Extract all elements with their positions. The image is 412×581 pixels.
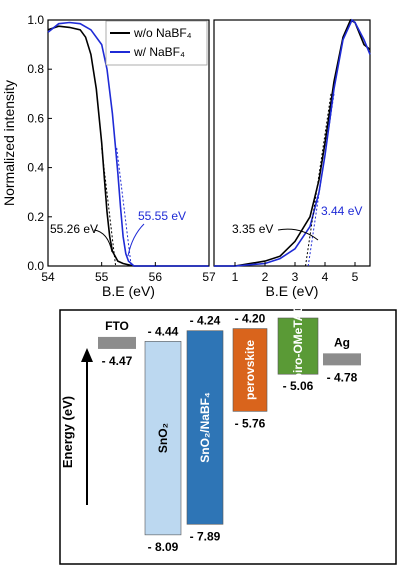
- x-tick-label: 54: [41, 270, 55, 284]
- band-bar-perovskite: [232, 328, 268, 412]
- annotation-onset-with: 3.44 eV: [321, 204, 362, 218]
- annotation-onset-without: 55.26 eV: [50, 222, 98, 236]
- annotation-onset-with: 55.55 eV: [138, 209, 186, 223]
- legend-box: [105, 20, 208, 66]
- electrode-label: Ag: [334, 335, 350, 349]
- right-plot-panel: 1 2 3 4 5 B.E (eV) 3.35 eV 3.44 eV: [213, 18, 371, 299]
- energy-axis-arrowhead: [81, 348, 93, 362]
- level-value-label: - 4.47: [102, 354, 133, 368]
- band-bar-spiro-ometad: [277, 317, 319, 375]
- y-tick-label: 0.6: [27, 111, 44, 125]
- electrode-level-fto: [98, 336, 136, 349]
- band-label: SnO₂: [156, 423, 170, 453]
- y-tick-label: 0.0: [27, 259, 44, 273]
- legend-label: w/ NaBF₄: [133, 45, 185, 59]
- annotation-arrow: [277, 228, 319, 241]
- tangent-line: [116, 147, 132, 267]
- left-plot-panel: 54 55 56 57 B.E (eV) 0.0 0.2 0.4 0.6 0.8 1.0 Normal…: [1, 13, 216, 299]
- legend: w/o NaBF₄ w/ NaBF₄: [105, 20, 208, 66]
- band-label: Spiro-OMeTAD: [291, 304, 305, 389]
- x-tick-label: 56: [149, 270, 163, 284]
- annotation-arrow: [93, 229, 113, 253]
- top-level-label: - 4.20: [235, 312, 266, 326]
- x-tick-label: 4: [322, 270, 329, 284]
- series-line-with-nabf4: [47, 21, 209, 267]
- bottom-level-label: - 5.76: [235, 416, 266, 430]
- annotation-arrow: [127, 223, 145, 257]
- y-tick-label: 0.8: [27, 62, 44, 76]
- energy-level-diagram: Energy (eV) FTO - 4.47 SnO₂ - 4.44 - 8.09 SnO₂…: [59, 304, 397, 565]
- x-tick-label: 55: [95, 270, 109, 284]
- band-label: SnO₂/NaBF₄: [198, 392, 212, 463]
- tangent-line: [305, 93, 332, 267]
- band-label: perovskite: [243, 340, 257, 400]
- annotation-onset-without: 3.35 eV: [232, 222, 273, 236]
- plot-frame: [47, 19, 210, 267]
- tangent-line: [101, 147, 117, 267]
- top-level-label: - 4.44: [148, 324, 179, 338]
- top-level-label: - 4.24: [190, 314, 221, 328]
- x-tick-label: 57: [202, 270, 216, 284]
- tangent-line: [307, 93, 335, 267]
- energy-axis-label: Energy (eV): [60, 396, 75, 468]
- bottom-level-label: - 5.06: [283, 379, 314, 393]
- band-bar-sno-nabf: [186, 330, 224, 525]
- legend-label: w/o NaBF₄: [133, 26, 192, 40]
- electrode-level-ag: [323, 353, 361, 366]
- x-axis-label: B.E (eV): [266, 283, 319, 299]
- y-axis-label: Normalized intensity: [1, 80, 17, 206]
- level-value-label: - 4.78: [327, 370, 358, 384]
- y-tick-label: 0.2: [27, 210, 44, 224]
- x-tick-label: 5: [352, 270, 359, 284]
- band-bar-sno: [144, 341, 182, 536]
- bottom-level-label: - 7.89: [190, 529, 221, 543]
- y-tick-label: 1.0: [27, 13, 44, 27]
- x-tick-label: 3: [292, 270, 299, 284]
- x-tick-label: 2: [262, 270, 269, 284]
- electrode-label: FTO: [105, 319, 129, 333]
- x-tick-label: 1: [232, 270, 239, 284]
- diagram-frame: [59, 309, 397, 565]
- plot-frame: [213, 19, 371, 267]
- bottom-level-label: - 8.09: [148, 540, 179, 554]
- x-axis-label: B.E (eV): [102, 283, 155, 299]
- y-tick-label: 0.4: [27, 161, 44, 175]
